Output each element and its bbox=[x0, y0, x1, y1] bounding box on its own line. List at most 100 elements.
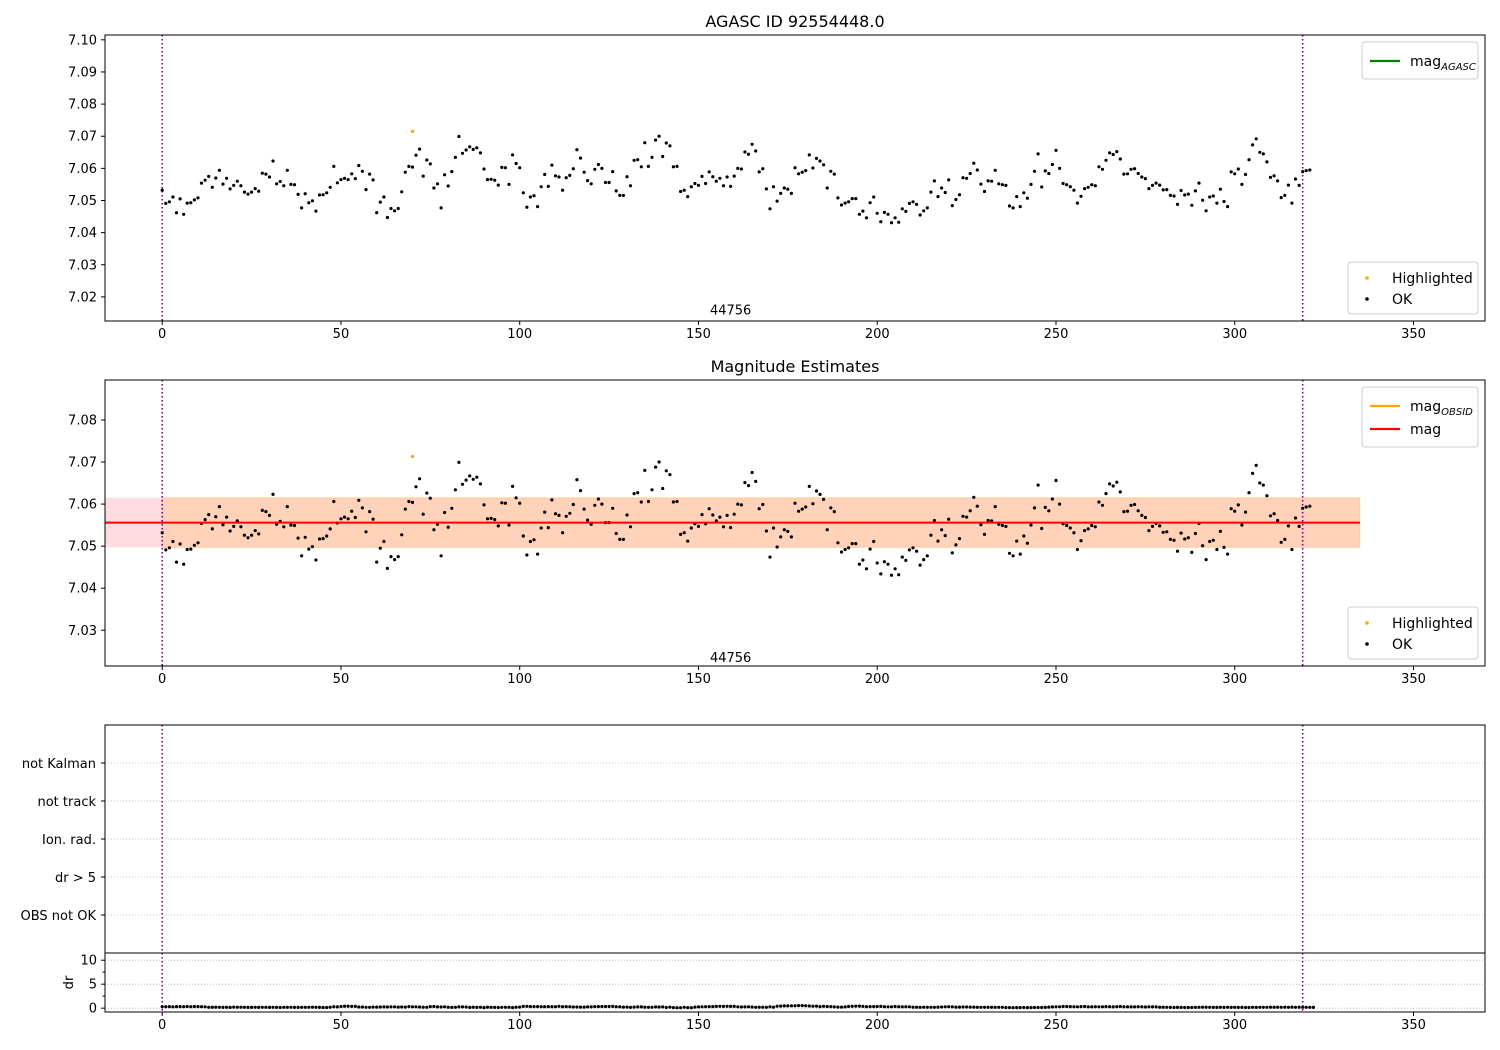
ok-point bbox=[1122, 510, 1126, 514]
y-tick-label: 7.05 bbox=[68, 540, 97, 555]
ok-point bbox=[654, 138, 658, 142]
ok-point bbox=[689, 185, 693, 189]
dr-point bbox=[825, 1004, 829, 1009]
ok-point bbox=[1276, 179, 1280, 183]
dr-point bbox=[668, 1005, 672, 1009]
ok-point bbox=[1193, 189, 1197, 193]
y-tick-label: 7.10 bbox=[68, 33, 97, 48]
ok-point bbox=[911, 200, 915, 204]
x-tick-label: 300 bbox=[1222, 672, 1247, 687]
ok-point bbox=[582, 507, 586, 511]
ok-point bbox=[789, 535, 794, 539]
ok-point bbox=[1229, 507, 1233, 511]
ok-point bbox=[1183, 193, 1187, 197]
ok-point bbox=[1247, 491, 1251, 495]
ok-point bbox=[446, 525, 450, 529]
dr-point bbox=[418, 1005, 422, 1009]
ok-point bbox=[1058, 502, 1062, 506]
ok-point bbox=[839, 550, 844, 554]
dr-point bbox=[507, 1005, 511, 1009]
dr-point bbox=[1211, 1005, 1215, 1010]
dr-point bbox=[471, 1005, 475, 1009]
ok-point bbox=[789, 191, 794, 195]
dr-point bbox=[393, 1005, 397, 1009]
ok-point bbox=[1272, 174, 1276, 178]
ok-point bbox=[310, 199, 314, 203]
dr-point bbox=[214, 1005, 218, 1009]
x-tick-label: 350 bbox=[1401, 1018, 1426, 1033]
dr-point bbox=[1140, 1005, 1144, 1009]
dr-point bbox=[1150, 1005, 1155, 1009]
ok-point bbox=[1204, 558, 1208, 562]
dr-point bbox=[271, 1005, 275, 1009]
ok-point bbox=[332, 164, 336, 168]
ok-point bbox=[1068, 526, 1072, 530]
ok-point bbox=[1172, 538, 1176, 542]
ok-point bbox=[335, 181, 339, 185]
dr-point bbox=[1047, 1005, 1051, 1009]
ok-point bbox=[578, 156, 583, 160]
dr-point bbox=[1286, 1005, 1290, 1009]
ok-point bbox=[1108, 482, 1112, 486]
dr-point bbox=[1115, 1005, 1119, 1009]
ok-point bbox=[872, 195, 876, 199]
ok-point bbox=[493, 178, 497, 182]
ok-point bbox=[368, 510, 372, 514]
dr-point bbox=[1308, 1005, 1312, 1009]
ok-point bbox=[178, 542, 182, 546]
dr-point bbox=[943, 1005, 947, 1009]
ok-point bbox=[1283, 193, 1287, 197]
ok-point bbox=[829, 506, 833, 510]
ok-point bbox=[464, 478, 468, 482]
ok-point bbox=[292, 183, 297, 187]
ok-point bbox=[832, 510, 836, 514]
ok-point bbox=[736, 502, 740, 506]
ok-point bbox=[428, 496, 432, 500]
ok-point bbox=[893, 216, 897, 220]
ok-point bbox=[932, 518, 937, 523]
ok-point bbox=[854, 542, 858, 546]
dr-point bbox=[1058, 1005, 1062, 1009]
ok-point bbox=[593, 167, 597, 171]
ok-point bbox=[1208, 195, 1212, 199]
flag-label: OBS not OK bbox=[21, 909, 97, 924]
dr-point bbox=[746, 1005, 751, 1009]
ok-point bbox=[1161, 188, 1165, 192]
dr-point bbox=[1129, 1005, 1133, 1009]
ok-point bbox=[797, 172, 801, 176]
dr-point bbox=[189, 1005, 193, 1009]
ok-point bbox=[900, 207, 904, 211]
ok-point bbox=[446, 184, 450, 188]
dr-point bbox=[1083, 1004, 1087, 1009]
x-tick-label: 0 bbox=[158, 672, 166, 687]
dr-point bbox=[657, 1005, 661, 1009]
dr-point bbox=[757, 1005, 761, 1009]
dr-point bbox=[267, 1005, 272, 1010]
ok-point bbox=[732, 174, 736, 178]
dr-point bbox=[332, 1005, 336, 1009]
ok-point bbox=[800, 170, 804, 174]
ok-point bbox=[1015, 195, 1019, 199]
ok-point bbox=[1075, 201, 1079, 205]
ok-point bbox=[514, 161, 518, 166]
dr-point bbox=[814, 1004, 819, 1008]
ok-point bbox=[1226, 205, 1230, 209]
dr-point bbox=[278, 1005, 282, 1010]
ok-point bbox=[814, 156, 819, 160]
ok-point bbox=[889, 573, 894, 577]
dr-point bbox=[350, 1004, 354, 1009]
ok-point bbox=[886, 562, 890, 566]
ok-point bbox=[221, 182, 225, 186]
ok-point bbox=[396, 555, 400, 559]
y-tick-label: 7.08 bbox=[68, 98, 97, 113]
ok-point bbox=[822, 163, 826, 167]
dr-point bbox=[1226, 1005, 1230, 1009]
dr-point bbox=[1208, 1005, 1212, 1009]
ok-point bbox=[425, 158, 429, 162]
dr-point bbox=[496, 1005, 500, 1010]
dr-point bbox=[264, 1005, 268, 1009]
dr-point bbox=[389, 1005, 393, 1009]
dr-point bbox=[342, 1004, 347, 1008]
ok-point bbox=[164, 201, 168, 205]
ok-point bbox=[385, 566, 389, 571]
